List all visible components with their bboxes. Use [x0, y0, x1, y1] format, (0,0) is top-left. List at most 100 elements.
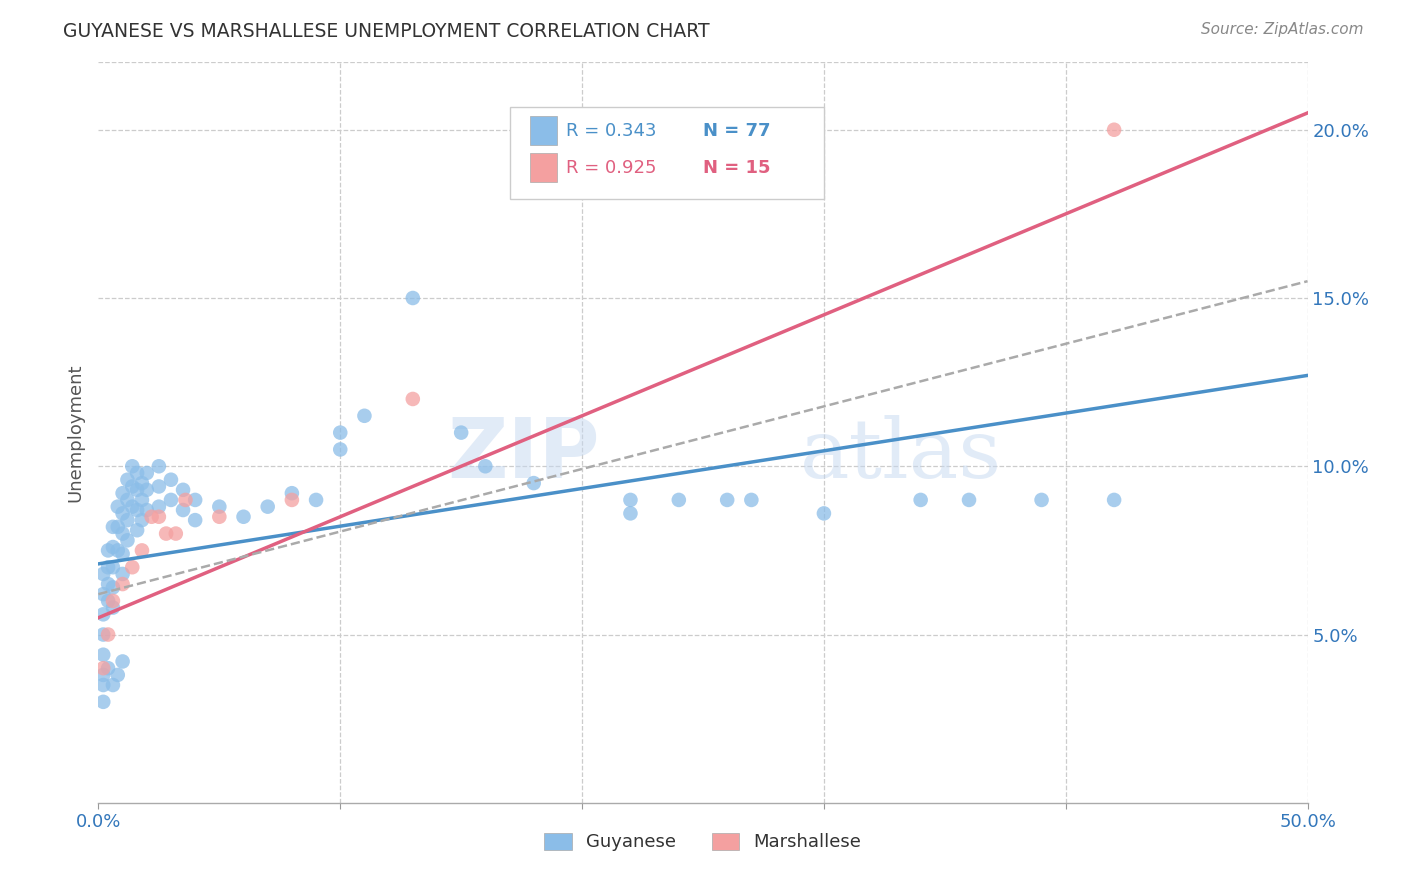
Text: N = 77: N = 77 [703, 121, 770, 139]
Point [740, 492, 762, 507]
Point [101, 581, 124, 595]
Point [450, 425, 472, 440]
Point [91, 668, 114, 682]
Point [91, 607, 114, 622]
Point [111, 507, 134, 521]
Point [1031, 492, 1053, 507]
Y-axis label: Unemployment: Unemployment [66, 363, 84, 502]
Point [127, 503, 149, 517]
Point [97, 594, 120, 608]
Point [402, 291, 425, 305]
Point [148, 500, 170, 514]
Point [208, 500, 231, 514]
Text: N = 15: N = 15 [703, 159, 770, 177]
Point [127, 523, 149, 537]
Point [160, 492, 183, 507]
Point [121, 560, 143, 574]
Point [91, 661, 114, 675]
Point [97, 560, 120, 574]
Point [111, 547, 134, 561]
Point [111, 566, 134, 581]
Point [111, 486, 134, 500]
Point [281, 492, 304, 507]
Point [127, 483, 149, 497]
FancyBboxPatch shape [530, 153, 557, 182]
Point [131, 476, 153, 491]
Point [281, 486, 304, 500]
Point [619, 492, 641, 507]
Text: ZIP: ZIP [447, 414, 600, 495]
Point [232, 509, 254, 524]
Point [131, 492, 153, 507]
Point [402, 392, 425, 406]
Point [121, 479, 143, 493]
Point [111, 577, 134, 591]
Point [148, 479, 170, 493]
Point [91, 678, 114, 692]
Point [135, 483, 157, 497]
Point [121, 500, 143, 514]
Point [329, 425, 352, 440]
Point [174, 492, 197, 507]
Point [91, 648, 114, 662]
Point [117, 492, 139, 507]
Point [121, 459, 143, 474]
Point [668, 492, 690, 507]
Text: GUYANESE VS MARSHALLESE UNEMPLOYMENT CORRELATION CHART: GUYANESE VS MARSHALLESE UNEMPLOYMENT COR… [63, 22, 710, 41]
Point [184, 492, 207, 507]
Point [148, 509, 170, 524]
Text: Source: ZipAtlas.com: Source: ZipAtlas.com [1201, 22, 1364, 37]
Point [101, 520, 124, 534]
Point [127, 466, 149, 480]
FancyBboxPatch shape [509, 107, 824, 200]
Point [813, 507, 835, 521]
Point [101, 560, 124, 574]
Point [107, 520, 129, 534]
Text: atlas: atlas [800, 415, 1002, 495]
Point [111, 655, 134, 669]
Point [172, 503, 194, 517]
Point [117, 513, 139, 527]
Point [101, 594, 124, 608]
Point [91, 695, 114, 709]
Point [305, 492, 328, 507]
Point [329, 442, 352, 457]
Point [131, 513, 153, 527]
Point [91, 587, 114, 601]
Legend: Guyanese, Marshallese: Guyanese, Marshallese [536, 823, 870, 861]
Point [160, 473, 183, 487]
Point [97, 661, 120, 675]
Point [107, 668, 129, 682]
Point [957, 492, 980, 507]
Point [353, 409, 375, 423]
Point [1102, 122, 1125, 136]
Point [101, 540, 124, 554]
Point [474, 459, 496, 474]
Point [97, 543, 120, 558]
Point [101, 678, 124, 692]
Point [165, 526, 187, 541]
Point [523, 476, 546, 491]
Point [619, 507, 641, 521]
Point [141, 509, 163, 524]
Point [107, 543, 129, 558]
Point [1102, 492, 1125, 507]
Point [135, 503, 157, 517]
Point [148, 459, 170, 474]
Point [208, 509, 231, 524]
Point [172, 483, 194, 497]
Text: R = 0.343: R = 0.343 [567, 121, 657, 139]
Point [91, 627, 114, 641]
Point [117, 533, 139, 548]
Point [716, 492, 738, 507]
Text: R = 0.925: R = 0.925 [567, 159, 657, 177]
Point [155, 526, 177, 541]
Point [91, 566, 114, 581]
Point [256, 500, 278, 514]
Point [107, 500, 129, 514]
Point [910, 492, 932, 507]
Point [117, 473, 139, 487]
Point [111, 526, 134, 541]
Point [101, 600, 124, 615]
FancyBboxPatch shape [530, 116, 557, 145]
